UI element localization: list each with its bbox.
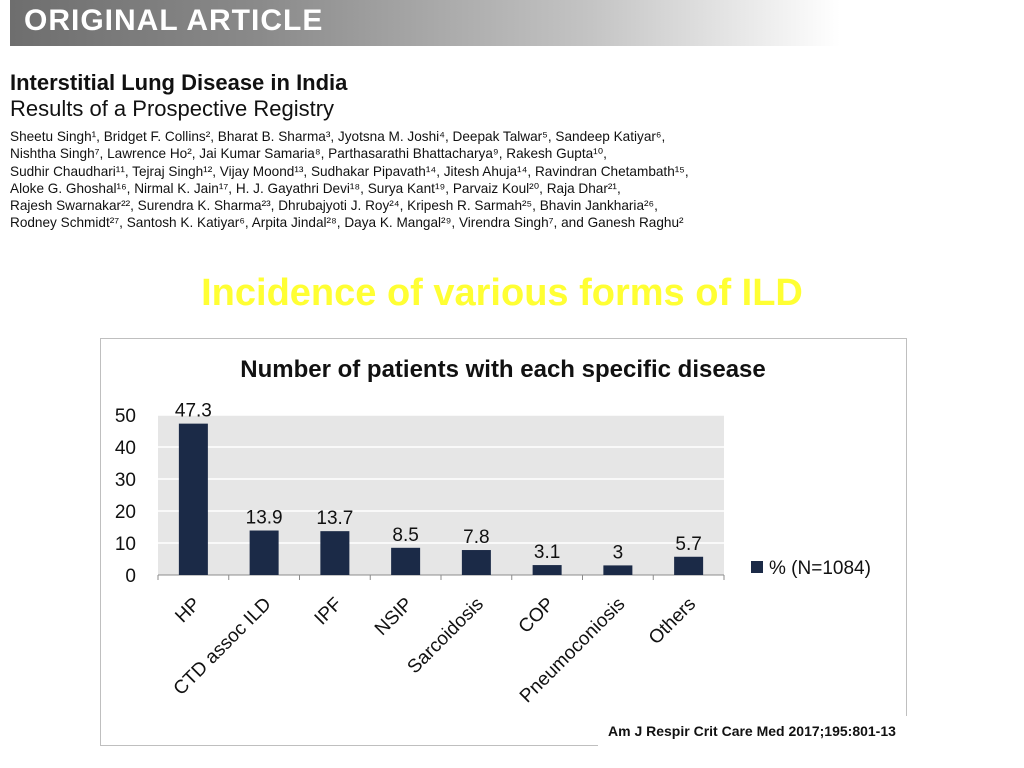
x-tick-label: NSIP [371, 594, 417, 640]
author-line: Rodney Schmidt²⁷, Santosh K. Katiyar⁶, A… [10, 215, 684, 231]
chart-frame: Number of patients with each specific di… [100, 338, 907, 746]
bar [249, 530, 279, 575]
data-label: 3 [613, 542, 624, 563]
data-label: 3.1 [534, 542, 560, 563]
plot-area [158, 415, 724, 575]
data-label: 5.7 [675, 534, 701, 555]
article-type-banner: ORIGINAL ARTICLE [10, 0, 840, 46]
legend-label: % (N=1084) [769, 558, 871, 579]
x-tick-label: Others [645, 594, 700, 649]
y-tick-label: 0 [125, 566, 136, 587]
data-label: 13.9 [246, 508, 283, 529]
legend-swatch [751, 561, 763, 573]
y-tick-label: 40 [115, 438, 136, 459]
y-tick-label: 20 [115, 502, 136, 523]
paper-subtitle: Results of a Prospective Registry [10, 96, 335, 121]
author-line: Aloke G. Ghoshal¹⁶, Nirmal K. Jain¹⁷, H.… [10, 180, 621, 196]
x-tick-label: Sarcoidosis [404, 594, 488, 678]
bar [674, 556, 704, 575]
chart-title: Number of patients with each specific di… [240, 356, 766, 383]
bar [320, 531, 350, 575]
y-tick-label: 50 [115, 406, 136, 427]
author-list: Sheetu Singh¹, Bridget F. Collins², Bhar… [10, 128, 1010, 232]
bar [532, 565, 562, 575]
article-type-label: ORIGINAL ARTICLE [24, 4, 324, 37]
paper-title: Interstitial Lung Disease in India [10, 70, 348, 95]
bar [391, 547, 421, 575]
x-tick-label: HP [171, 594, 205, 628]
data-label: 7.8 [463, 527, 489, 548]
data-label: 8.5 [392, 525, 418, 546]
bar [461, 550, 491, 575]
slide-heading: Incidence of various forms of ILD [201, 272, 803, 314]
citation: Am J Respir Crit Care Med 2017;195:801-1… [598, 716, 958, 746]
bar [178, 423, 208, 575]
data-label: 13.7 [316, 508, 353, 529]
y-tick-label: 10 [115, 534, 136, 555]
x-tick-label: IPF [311, 594, 347, 630]
y-tick-label: 30 [115, 470, 136, 491]
author-line: Rajesh Swarnakar²², Surendra K. Sharma²³… [10, 198, 658, 214]
author-line: Sheetu Singh¹, Bridget F. Collins², Bhar… [10, 129, 666, 144]
author-line: Nishtha Singh⁷, Lawrence Ho², Jai Kumar … [10, 146, 607, 162]
x-tick-label: COP [515, 594, 559, 638]
data-label: 47.3 [175, 401, 212, 422]
bar-chart: Number of patients with each specific di… [115, 356, 871, 707]
bar [603, 565, 633, 575]
author-line: Sudhir Chaudhari¹¹, Tejraj Singh¹², Vija… [10, 163, 689, 179]
